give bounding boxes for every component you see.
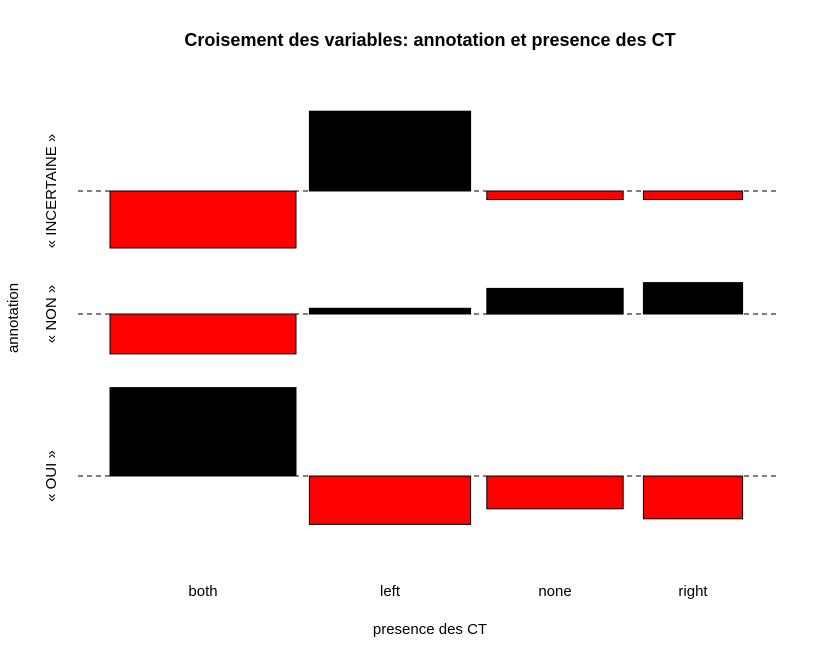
bar-0-3 <box>642 475 744 520</box>
bar-1-1 <box>308 307 472 315</box>
x-tick-label: none <box>538 583 571 600</box>
bar-2-1 <box>308 110 472 192</box>
bar-2-0 <box>109 190 297 249</box>
bar-1-0 <box>109 313 297 355</box>
y-tick-label: « INCERTAINE » <box>43 134 60 248</box>
chart-title: Croisement des variables: annotation et … <box>184 30 675 50</box>
x-tick-label: right <box>678 583 708 600</box>
bar-0-2 <box>486 475 624 510</box>
bar-0-0 <box>109 387 297 477</box>
x-tick-label: left <box>380 583 401 600</box>
y-axis-title: annotation <box>5 283 22 353</box>
y-tick-labels: « OUI » « NON » « INCERTAINE » <box>43 134 60 502</box>
x-tick-labels: both left none right <box>188 583 708 600</box>
x-axis-title: presence des CT <box>373 621 487 638</box>
bars <box>109 110 744 525</box>
bar-1-2 <box>486 287 624 315</box>
y-tick-label: « OUI » <box>43 450 60 502</box>
x-tick-label: both <box>188 583 217 600</box>
bar-1-3 <box>642 282 744 315</box>
y-tick-label: « NON » <box>43 285 60 343</box>
bar-2-2 <box>486 190 624 200</box>
bar-2-3 <box>642 190 744 200</box>
bar-0-1 <box>308 475 472 525</box>
